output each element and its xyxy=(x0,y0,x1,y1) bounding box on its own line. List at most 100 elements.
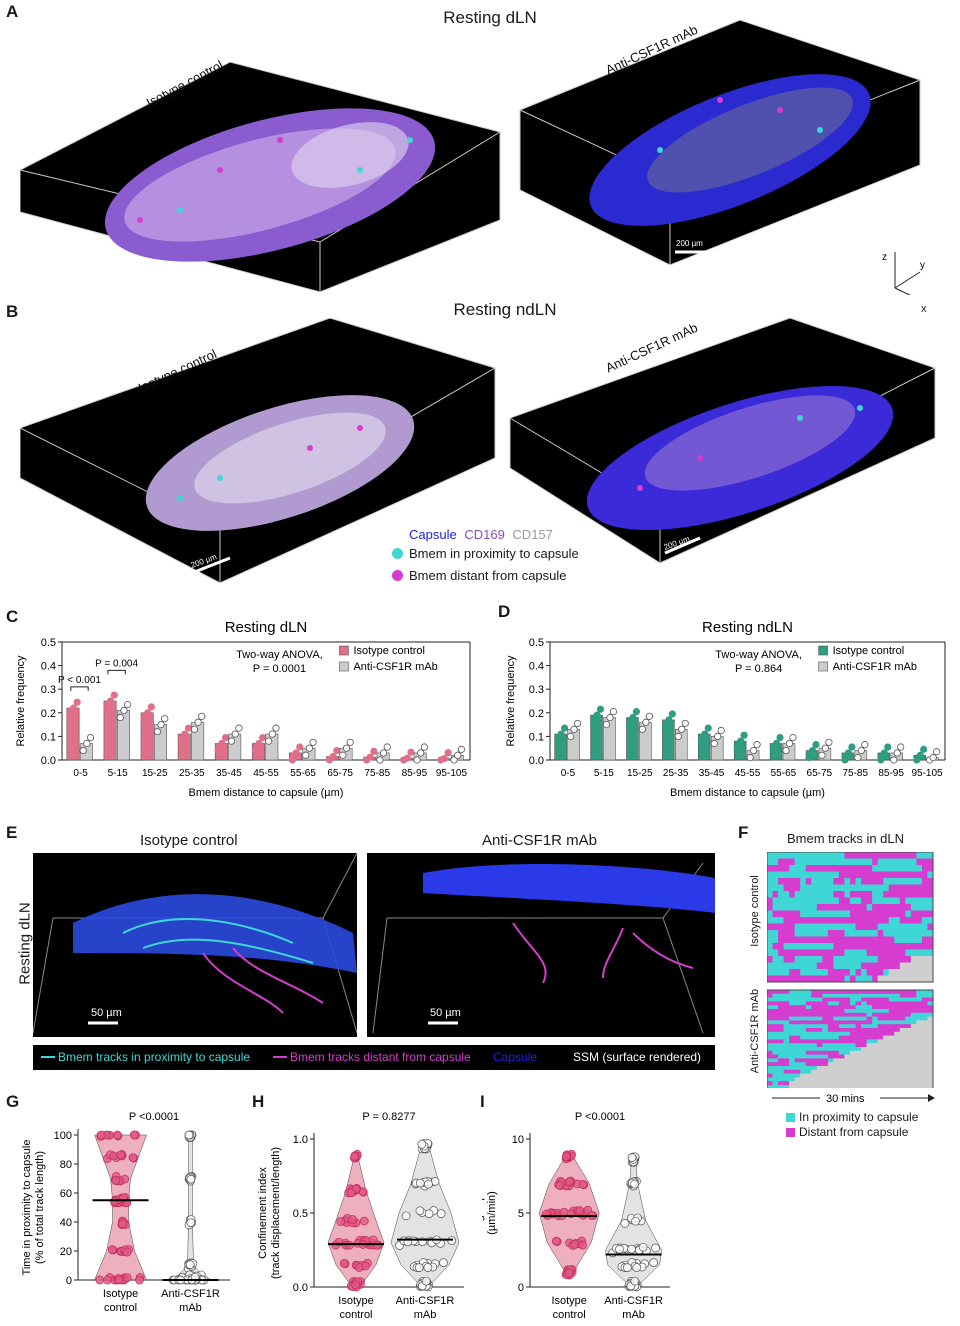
x-tick-label: 35-45 xyxy=(216,768,242,779)
heatmap-cell xyxy=(894,930,901,937)
heatmap-cell xyxy=(916,1073,923,1078)
heatmap-cell xyxy=(833,975,840,983)
heatmap-cell xyxy=(855,917,862,924)
data-point xyxy=(111,1176,121,1185)
heatmap-cell xyxy=(800,962,807,970)
heatmap-cell xyxy=(861,930,867,937)
heatmap-cell xyxy=(800,884,807,892)
heatmap-cell xyxy=(805,956,812,963)
heatmap-cell xyxy=(921,969,928,976)
heatmap-cell xyxy=(800,1035,807,1040)
heatmap-cell xyxy=(827,1009,834,1014)
data-point xyxy=(342,744,351,752)
heatmap-cell xyxy=(767,1016,773,1021)
heatmap-cell xyxy=(783,904,790,911)
heatmap-cell xyxy=(872,891,878,898)
heatmap-cell xyxy=(800,1043,807,1048)
heatmap-cell xyxy=(916,1028,923,1033)
heatmap-cell xyxy=(811,1050,818,1055)
heatmap-cell xyxy=(850,1050,856,1055)
heatmap-cell xyxy=(833,1085,840,1088)
heatmap-cell xyxy=(822,1028,829,1033)
heatmap-cell xyxy=(778,852,784,859)
heatmap-cell xyxy=(844,1020,851,1025)
heatmap-cell xyxy=(805,1077,812,1082)
heatmap-cell xyxy=(789,1031,795,1036)
heatmap-cell xyxy=(838,1020,845,1025)
heatmap-cell xyxy=(800,1012,807,1017)
heatmap-cell xyxy=(833,1058,840,1063)
heatmap-cell xyxy=(805,1024,812,1029)
heatmap-cell xyxy=(872,1066,878,1071)
heatmap-cell xyxy=(811,1077,818,1082)
data-point xyxy=(772,739,781,748)
heatmap-cell xyxy=(783,956,790,963)
heatmap-cell xyxy=(822,884,829,892)
heatmap-cell xyxy=(850,1069,856,1074)
data-point xyxy=(697,737,705,745)
heatmap-cell xyxy=(888,904,895,911)
heatmap-cell xyxy=(916,1024,923,1029)
heatmap-cell xyxy=(800,1047,807,1052)
x-tick-label: 55-65 xyxy=(290,768,316,779)
heatmap-cell xyxy=(894,1058,901,1063)
heatmap-cell xyxy=(844,930,851,937)
heatmap-cell xyxy=(783,917,790,924)
data-point xyxy=(302,751,310,759)
heatmap-cell xyxy=(855,1043,862,1048)
heatmap-cell xyxy=(767,1028,773,1033)
heatmap-cell xyxy=(822,1077,829,1082)
heatmap-cell xyxy=(899,1043,906,1048)
heatmap-cell xyxy=(767,904,773,911)
heatmap-cell xyxy=(838,891,845,898)
heatmap-cell xyxy=(833,930,840,937)
heatmap-cell xyxy=(927,1020,934,1025)
heatmap-cell xyxy=(866,1020,873,1025)
heatmap-cell xyxy=(877,852,884,859)
heatmap-cell xyxy=(921,1058,928,1063)
data-point xyxy=(288,756,296,764)
heatmap-cell xyxy=(805,1085,812,1088)
heatmap-cell xyxy=(838,878,845,885)
heatmap-cell xyxy=(921,975,928,983)
heatmap-cell xyxy=(905,1020,912,1025)
heatmap-cell xyxy=(910,1047,917,1052)
heatmap-cell xyxy=(800,1066,807,1071)
heatmap-cell xyxy=(877,1054,884,1059)
heatmap-cell xyxy=(899,1024,906,1029)
heatmap-cell xyxy=(894,1073,901,1078)
heatmap-cell xyxy=(783,923,790,931)
heatmap-cell xyxy=(827,1047,834,1052)
heatmap-cell xyxy=(838,910,845,918)
heatmap-cell xyxy=(855,923,862,931)
heatmap-cell xyxy=(783,969,790,976)
heatmap-cell xyxy=(877,997,884,1002)
heatmap-cell xyxy=(855,975,862,983)
heatmap-cell xyxy=(877,878,884,885)
heatmap-cell xyxy=(861,884,867,892)
x-tick-label: 0-5 xyxy=(561,768,576,779)
heatmap-cell xyxy=(789,962,795,970)
heatmap-cell xyxy=(905,1054,912,1059)
heatmap-cell xyxy=(883,878,890,885)
heatmap-cell xyxy=(844,1081,851,1086)
heatmap-cell xyxy=(833,1028,840,1033)
heatmap-cell xyxy=(789,936,795,944)
heatmap-cell xyxy=(794,1009,801,1014)
heatmap-cell xyxy=(883,1016,890,1021)
heatmap-cell xyxy=(877,910,884,918)
x-tick-label: 15-25 xyxy=(142,768,168,779)
heatmap-cell xyxy=(921,1035,928,1040)
heatmap-cell xyxy=(772,858,779,866)
heatmap-cell xyxy=(772,943,779,950)
heatmap-cell xyxy=(767,1020,773,1025)
heatmap-cell xyxy=(861,1050,867,1055)
data-point xyxy=(114,1275,124,1285)
heatmap-cell xyxy=(916,1020,923,1025)
heatmap-cell xyxy=(855,1054,862,1059)
heatmap-cell xyxy=(844,1066,851,1071)
heatmap-cell xyxy=(805,990,812,995)
heatmap-cell xyxy=(877,865,884,872)
heatmap-cell xyxy=(910,1085,917,1088)
heatmap-cell xyxy=(877,962,884,970)
